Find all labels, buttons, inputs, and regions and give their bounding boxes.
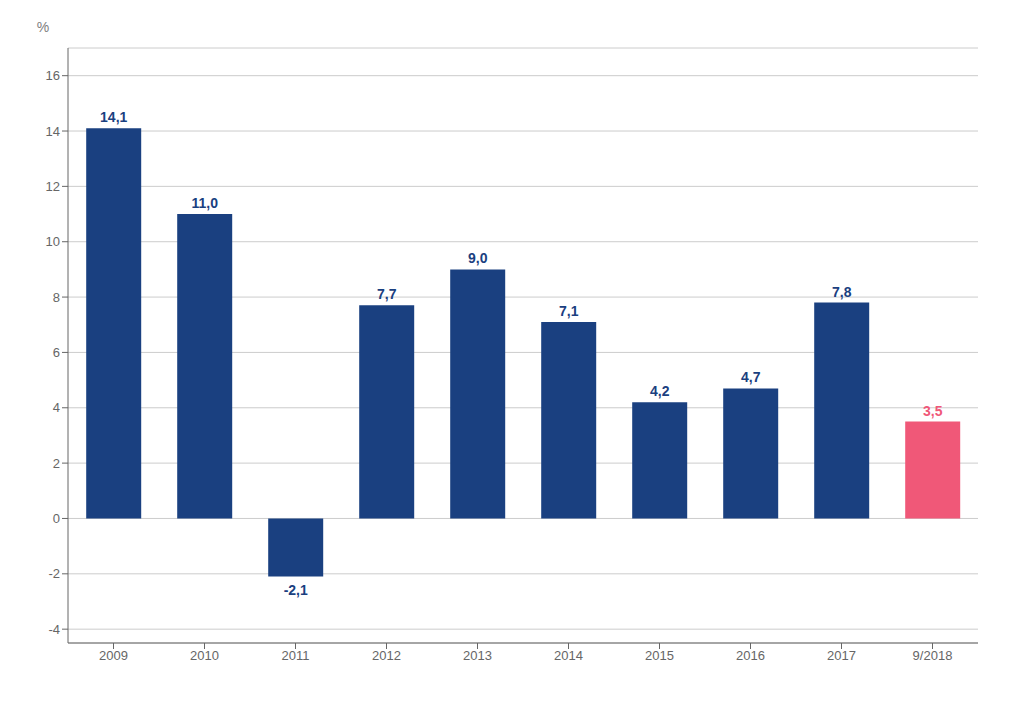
svg-text:7,8: 7,8 <box>832 284 852 300</box>
svg-text:2012: 2012 <box>372 648 401 663</box>
svg-text:12: 12 <box>46 179 60 194</box>
svg-text:8: 8 <box>53 290 60 305</box>
svg-text:7,7: 7,7 <box>377 286 397 302</box>
svg-text:-2: -2 <box>48 566 60 581</box>
svg-text:2017: 2017 <box>827 648 856 663</box>
svg-text:7,1: 7,1 <box>559 303 579 319</box>
svg-text:%: % <box>37 19 49 35</box>
svg-text:2015: 2015 <box>645 648 674 663</box>
svg-text:9,0: 9,0 <box>468 250 488 266</box>
svg-text:10: 10 <box>46 234 60 249</box>
svg-text:2016: 2016 <box>736 648 765 663</box>
svg-text:2013: 2013 <box>463 648 492 663</box>
svg-text:3,5: 3,5 <box>923 403 943 419</box>
svg-text:-2,1: -2,1 <box>284 582 308 598</box>
svg-text:0: 0 <box>53 511 60 526</box>
svg-text:2011: 2011 <box>282 648 310 663</box>
svg-text:2010: 2010 <box>190 648 219 663</box>
svg-text:14,1: 14,1 <box>100 109 127 125</box>
svg-text:9/2018: 9/2018 <box>913 648 953 663</box>
svg-text:11,0: 11,0 <box>191 195 218 211</box>
svg-text:4,7: 4,7 <box>741 369 761 385</box>
svg-text:2009: 2009 <box>99 648 128 663</box>
svg-text:14: 14 <box>46 124 60 139</box>
svg-text:-4: -4 <box>48 622 60 637</box>
svg-text:2: 2 <box>53 456 60 471</box>
svg-text:2014: 2014 <box>554 648 583 663</box>
svg-text:4: 4 <box>53 400 60 415</box>
svg-text:16: 16 <box>46 68 60 83</box>
svg-text:6: 6 <box>53 345 60 360</box>
svg-text:4,2: 4,2 <box>650 383 670 399</box>
